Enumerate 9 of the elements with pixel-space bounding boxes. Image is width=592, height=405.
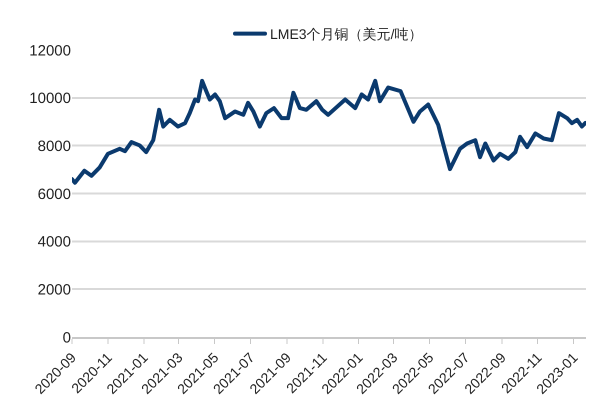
y-tick-label: 0 [62,329,71,346]
line-series [72,78,586,185]
y-tick-label: 2000 [38,281,71,298]
y-tick-label: 8000 [38,138,71,155]
y-tick-label: 12000 [29,42,71,60]
y-tick-label: 10000 [29,90,71,108]
y-tick-label: 6000 [38,186,71,203]
y-tick-label: 4000 [38,234,71,251]
legend-label: LME3个月铜（美元/吨） [270,26,422,42]
